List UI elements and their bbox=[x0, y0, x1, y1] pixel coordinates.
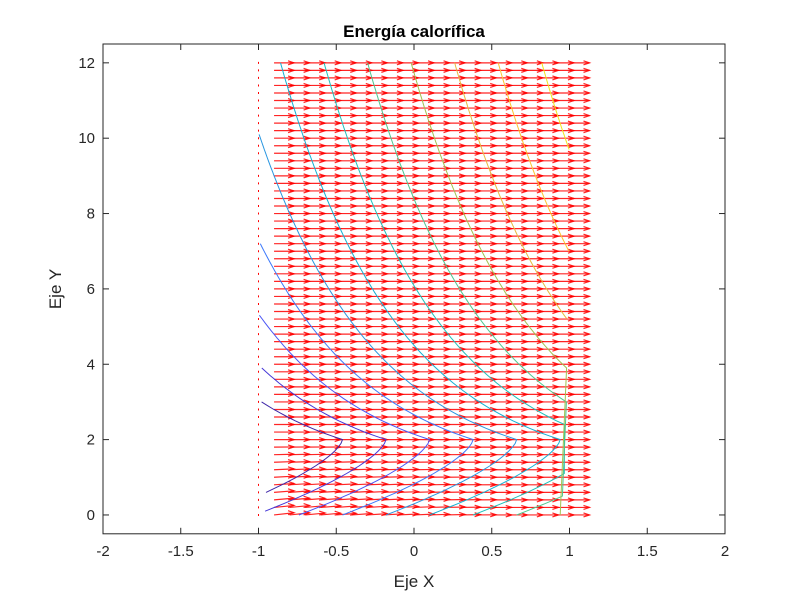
quiver-arrow bbox=[569, 218, 592, 224]
quiver-arrow bbox=[569, 489, 592, 495]
quiver-arrow bbox=[569, 180, 592, 186]
quiver-arrow bbox=[569, 339, 592, 345]
contour-line bbox=[261, 367, 387, 512]
quiver-arrow bbox=[569, 128, 592, 134]
quiver-arrow bbox=[569, 316, 592, 322]
y-tick-label: 12 bbox=[78, 55, 95, 72]
quiver-arrow bbox=[569, 158, 592, 164]
x-tick-label: -1 bbox=[252, 543, 265, 560]
quiver-arrow bbox=[569, 308, 592, 315]
quiver-arrow bbox=[569, 210, 592, 217]
x-tick-label: -0.5 bbox=[323, 543, 349, 560]
contour-line bbox=[323, 62, 566, 516]
y-tick-label: 8 bbox=[87, 206, 95, 223]
quiver-arrow bbox=[569, 504, 592, 510]
x-axis-label: Eje X bbox=[394, 572, 435, 591]
quiver-arrow bbox=[569, 60, 592, 66]
quiver-arrow bbox=[569, 369, 592, 375]
chart-title: Energía calorífica bbox=[343, 22, 485, 41]
quiver-arrow bbox=[569, 361, 592, 367]
quiver-arrow bbox=[569, 173, 592, 179]
quiver-arrow bbox=[569, 354, 592, 360]
quiver-arrow bbox=[273, 502, 296, 509]
quiver-arrow bbox=[569, 399, 592, 405]
contour-line bbox=[541, 62, 570, 150]
quiver-arrow bbox=[569, 188, 592, 194]
contour-line bbox=[259, 243, 474, 516]
quiver-arrow bbox=[569, 263, 592, 269]
quiver-arrow bbox=[569, 135, 592, 141]
quiver-arrow bbox=[289, 510, 312, 516]
quiver-arrow bbox=[569, 241, 592, 247]
quiver-arrow bbox=[569, 248, 592, 254]
quiver-arrow bbox=[569, 437, 592, 443]
y-tick-label: 4 bbox=[87, 356, 95, 373]
quiver-arrow bbox=[569, 203, 592, 209]
y-axis-label: Eje Y bbox=[46, 269, 65, 309]
y-tick-label: 10 bbox=[78, 130, 95, 147]
quiver-arrow bbox=[569, 421, 592, 428]
quiver-arrow bbox=[569, 467, 592, 473]
quiver-arrow bbox=[569, 120, 592, 126]
x-tick-label: 0.5 bbox=[481, 543, 502, 560]
contour-line bbox=[497, 62, 570, 252]
quiver-arrow bbox=[569, 497, 592, 503]
contour-line bbox=[259, 314, 431, 516]
quiver-arrow bbox=[569, 391, 592, 397]
quiver-arrow bbox=[569, 195, 592, 202]
quiver-arrow bbox=[569, 293, 592, 300]
quiver-arrow bbox=[569, 67, 592, 73]
quiver-arrow bbox=[569, 233, 592, 239]
quiver-arrow bbox=[569, 324, 592, 330]
quiver-arrow bbox=[569, 452, 592, 458]
quiver-field bbox=[258, 60, 592, 518]
contour-line bbox=[258, 134, 518, 516]
x-tick-label: 2 bbox=[721, 543, 729, 560]
quiver-arrow bbox=[273, 510, 296, 516]
x-tick-label: -2 bbox=[96, 543, 109, 560]
quiver-arrow bbox=[569, 256, 592, 262]
quiver-arrow bbox=[569, 346, 592, 352]
axis-ticks: -2 -1.5 -1 -0.5 0 0.5 1 1.5 2 0 2 4 6 8 10 12 bbox=[78, 44, 729, 560]
quiver-arrow bbox=[569, 105, 592, 111]
quiver-arrow bbox=[569, 331, 592, 337]
quiver-arrow bbox=[569, 384, 592, 390]
quiver-arrow bbox=[569, 75, 592, 81]
quiver-arrow bbox=[569, 143, 592, 149]
x-tick-label: -1.5 bbox=[168, 543, 194, 560]
x-tick-label: 1 bbox=[565, 543, 573, 560]
quiver-arrow bbox=[569, 286, 592, 292]
quiver-arrow bbox=[569, 226, 592, 232]
quiver-arrow bbox=[569, 271, 592, 277]
quiver-arrow bbox=[569, 474, 592, 480]
y-tick-label: 2 bbox=[87, 432, 95, 449]
quiver-arrow bbox=[569, 376, 592, 382]
quiver-arrow bbox=[569, 414, 592, 420]
contour-line bbox=[410, 62, 568, 516]
quiver-arrow bbox=[569, 406, 592, 413]
y-tick-label: 6 bbox=[87, 281, 95, 298]
quiver-arrow bbox=[569, 301, 592, 307]
quiver-arrow bbox=[569, 429, 592, 435]
y-tick-label: 0 bbox=[87, 507, 95, 524]
quiver-arrow bbox=[569, 82, 592, 89]
quiver-arrow bbox=[569, 97, 592, 104]
quiver-arrow bbox=[569, 90, 592, 96]
contour-line bbox=[454, 62, 568, 320]
quiver-arrow bbox=[569, 113, 592, 119]
contour-line bbox=[280, 62, 561, 516]
quiver-arrow bbox=[569, 278, 592, 284]
quiver-arrow bbox=[569, 150, 592, 156]
quiver-arrow bbox=[569, 459, 592, 465]
contour-lines bbox=[258, 62, 570, 516]
x-tick-label: 1.5 bbox=[637, 543, 658, 560]
contour-line bbox=[367, 62, 567, 516]
x-tick-label: 0 bbox=[410, 543, 418, 560]
quiver-arrow bbox=[569, 165, 592, 171]
quiver-arrow bbox=[569, 444, 592, 450]
contour-line bbox=[261, 401, 344, 493]
quiver-arrow bbox=[569, 482, 592, 488]
quiver-arrow bbox=[569, 512, 592, 518]
